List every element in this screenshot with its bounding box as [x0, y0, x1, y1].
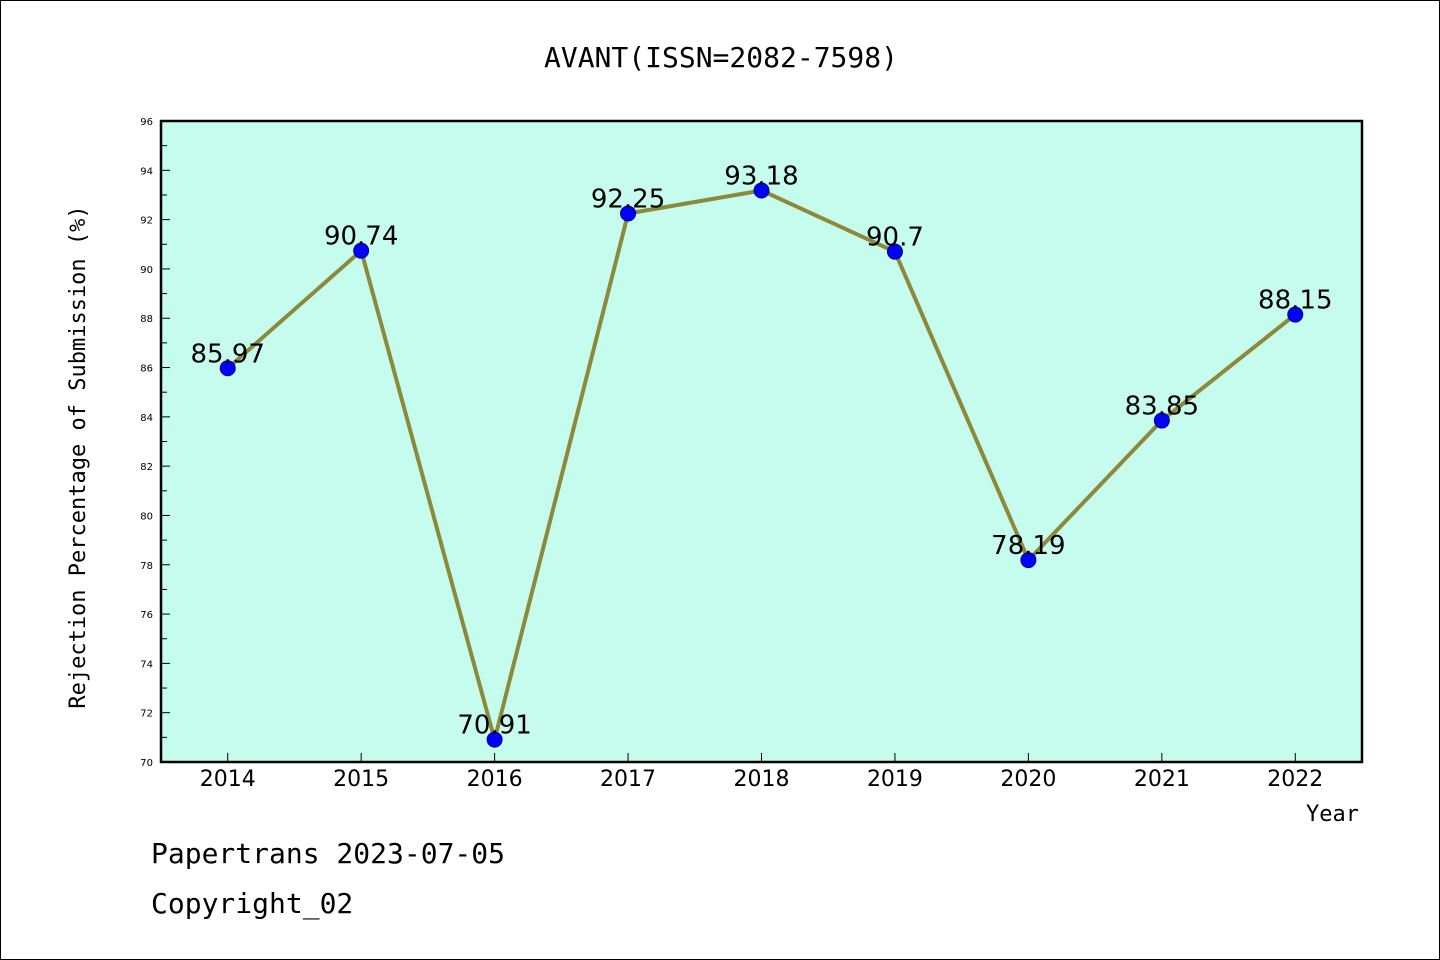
y-axis: 70 72 74 76 78 80 82 84 86 88 90 92 94 96	[140, 117, 170, 769]
x-tick-label: 2017	[600, 767, 656, 792]
y-tick-label: 70	[140, 758, 153, 769]
footer-copyright: Copyright_02	[151, 887, 354, 920]
data-label: 83.85	[1125, 392, 1199, 422]
data-labels: 85.97 90.74 70.91 92.25 93.18 90.7 78.19 83.85 8…	[191, 162, 1333, 741]
data-point	[886, 243, 903, 260]
data-point	[753, 182, 770, 199]
data-markers	[219, 182, 1304, 748]
data-point	[620, 205, 637, 222]
data-point	[219, 360, 236, 377]
y-tick-label: 84	[140, 413, 153, 424]
y-tick-label: 86	[140, 364, 153, 375]
y-tick-label: 78	[140, 561, 153, 572]
x-tick-label: 2019	[867, 767, 923, 792]
y-tick-label: 96	[140, 117, 153, 128]
data-label: 92.25	[591, 184, 665, 214]
y-axis-label: Rejection Percentage of Submission (%)	[66, 205, 91, 708]
data-label: 85.97	[191, 339, 265, 369]
y-tick-label: 76	[140, 610, 153, 621]
plot-area	[159, 119, 1364, 764]
data-label: 90.74	[324, 222, 398, 252]
y-tick-label: 88	[140, 314, 153, 325]
x-tick-label: 2014	[200, 767, 256, 792]
footer-date: Papertrans 2023-07-05	[151, 837, 506, 870]
data-point	[486, 731, 503, 748]
x-tick-label: 2016	[467, 767, 523, 792]
x-tick-label: 2015	[333, 767, 389, 792]
data-point	[1020, 552, 1037, 569]
y-tick-label: 90	[140, 265, 153, 276]
x-tick-label: 2020	[1000, 767, 1056, 792]
data-point	[1287, 306, 1304, 323]
x-tick-label: 2022	[1267, 767, 1323, 792]
y-tick-label: 80	[140, 511, 153, 522]
data-label: 93.18	[724, 162, 798, 192]
y-tick-label: 94	[140, 166, 153, 177]
y-tick-label: 72	[140, 709, 153, 720]
x-axis: 2014 2015 2016 2017 2018 2019 2020 2021 2022	[200, 753, 1323, 792]
data-point	[1153, 412, 1170, 429]
x-axis-label: Year	[1306, 802, 1359, 827]
chart-title: AVANT(ISSN=2082-7598)	[544, 41, 898, 74]
data-label: 90.7	[866, 223, 924, 253]
data-label: 78.19	[991, 531, 1065, 561]
y-tick-label: 74	[140, 659, 153, 670]
x-tick-label: 2021	[1134, 767, 1190, 792]
y-tick-label: 92	[140, 216, 153, 227]
y-tick-label: 82	[140, 462, 153, 473]
data-label: 88.15	[1258, 286, 1332, 316]
data-label: 70.91	[457, 711, 531, 741]
x-tick-label: 2018	[734, 767, 790, 792]
data-point	[353, 242, 370, 259]
